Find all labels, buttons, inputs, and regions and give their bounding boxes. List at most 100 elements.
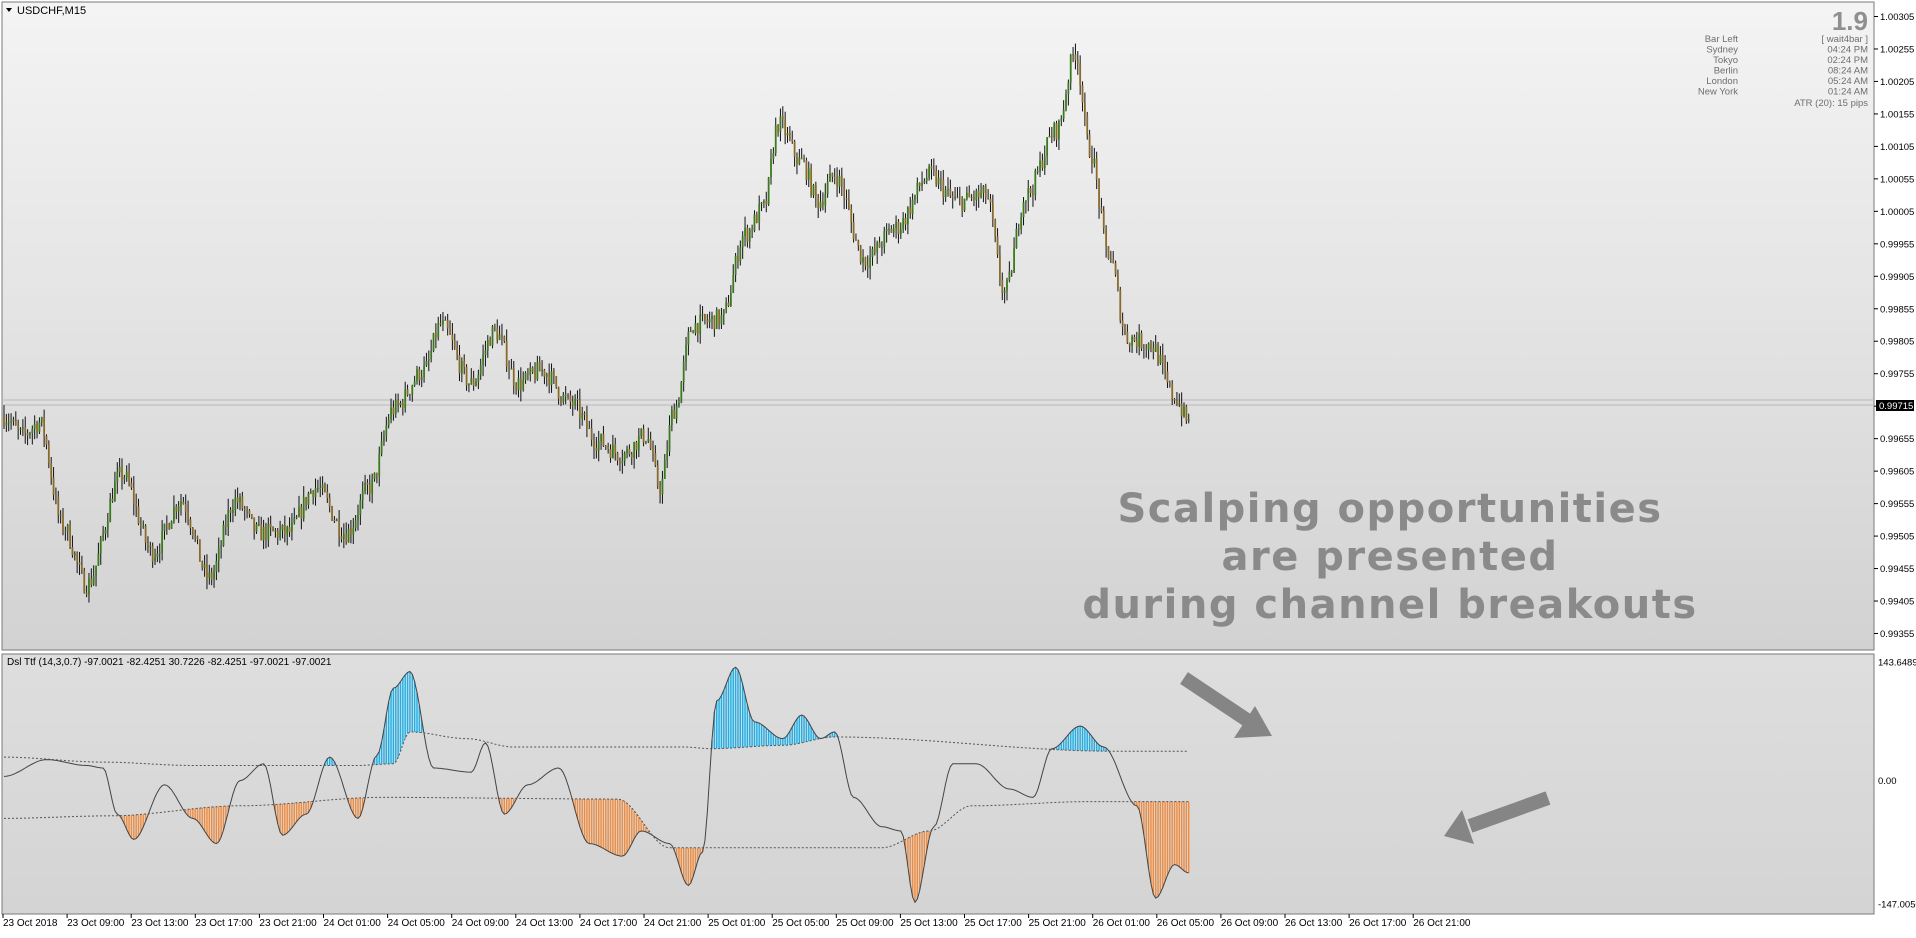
- candle: [1187, 413, 1190, 424]
- candle: [111, 488, 114, 503]
- candle: [765, 191, 768, 213]
- candle: [121, 458, 123, 490]
- candle: [798, 148, 801, 166]
- time-tick-label: 23 Oct 2018: [3, 918, 58, 929]
- candle: [819, 190, 822, 212]
- candle: [189, 516, 192, 535]
- candle: [380, 431, 383, 457]
- candle: [1003, 287, 1006, 304]
- candle: [437, 316, 440, 341]
- candle: [371, 473, 374, 504]
- info-row-label: Sydney: [1706, 45, 1738, 56]
- info-big-value: 1.9: [1832, 6, 1868, 36]
- candle: [935, 165, 938, 187]
- candle: [1069, 53, 1072, 90]
- indicator-panel[interactable]: [1, 653, 1875, 915]
- time-tick-label: 25 Oct 21:00: [1029, 918, 1087, 929]
- candle: [170, 520, 173, 530]
- candle: [597, 430, 600, 462]
- candle: [524, 371, 527, 384]
- candle: [810, 163, 813, 198]
- candle: [1114, 260, 1117, 277]
- candle: [739, 240, 742, 266]
- time-tick-label: 24 Oct 17:00: [580, 918, 638, 929]
- candle: [1041, 153, 1044, 171]
- candle: [545, 372, 548, 387]
- candle: [883, 226, 886, 254]
- candle: [1178, 393, 1181, 408]
- candle: [274, 527, 277, 538]
- candle: [1164, 355, 1167, 380]
- candle: [1062, 100, 1065, 123]
- candle: [269, 515, 272, 537]
- candle: [994, 218, 997, 243]
- candle: [468, 383, 470, 393]
- time-tick-label: 23 Oct 17:00: [195, 918, 253, 929]
- candle: [1079, 55, 1082, 95]
- candle: [843, 178, 846, 210]
- candle: [475, 378, 477, 387]
- candle: [1076, 51, 1079, 75]
- candle: [515, 382, 518, 395]
- candle: [984, 183, 987, 205]
- candle: [210, 567, 213, 586]
- candle: [760, 201, 763, 212]
- candle: [720, 307, 723, 329]
- candle: [628, 444, 631, 457]
- candle: [142, 520, 145, 529]
- candle: [602, 425, 605, 447]
- candle: [265, 522, 267, 549]
- candle: [741, 231, 744, 259]
- candle: [779, 108, 782, 142]
- candle: [463, 354, 466, 375]
- candle: [557, 386, 560, 405]
- candle: [491, 325, 494, 349]
- candle: [338, 510, 341, 547]
- candle: [661, 470, 664, 504]
- info-row-label: Berlin: [1714, 66, 1738, 77]
- candle: [347, 523, 350, 543]
- candle: [822, 192, 824, 211]
- info-row-label: Bar Left: [1705, 34, 1739, 45]
- candle: [1086, 111, 1089, 140]
- candle: [713, 315, 716, 337]
- candle: [581, 406, 584, 426]
- candle: [619, 457, 621, 472]
- candle: [109, 493, 112, 523]
- candle: [439, 314, 442, 327]
- candle: [420, 369, 423, 388]
- candle: [106, 512, 109, 538]
- candle: [451, 322, 454, 351]
- candle: [130, 477, 133, 490]
- candle: [817, 193, 820, 219]
- candle: [460, 357, 463, 383]
- candle: [335, 518, 338, 522]
- candle: [449, 320, 451, 335]
- candle: [593, 433, 595, 459]
- candle: [85, 585, 88, 598]
- candle: [314, 478, 317, 506]
- candle: [1124, 323, 1126, 336]
- candle: [942, 169, 945, 205]
- candle: [19, 427, 22, 435]
- candle: [1088, 129, 1091, 159]
- candle: [350, 519, 352, 544]
- candle: [774, 117, 777, 157]
- price-panel[interactable]: [1, 1, 1875, 651]
- candle: [980, 183, 982, 199]
- candle: [963, 198, 966, 213]
- candle: [390, 398, 392, 424]
- candle: [715, 307, 718, 330]
- candle: [996, 228, 999, 258]
- candle: [326, 484, 329, 503]
- candle: [1095, 151, 1098, 190]
- candle: [873, 237, 876, 256]
- candle: [562, 391, 565, 405]
- candle: [253, 517, 256, 540]
- candle: [7, 413, 10, 432]
- candle: [824, 183, 827, 213]
- candle: [991, 194, 994, 228]
- candle: [560, 396, 562, 407]
- collapse-triangle-icon[interactable]: [6, 8, 12, 12]
